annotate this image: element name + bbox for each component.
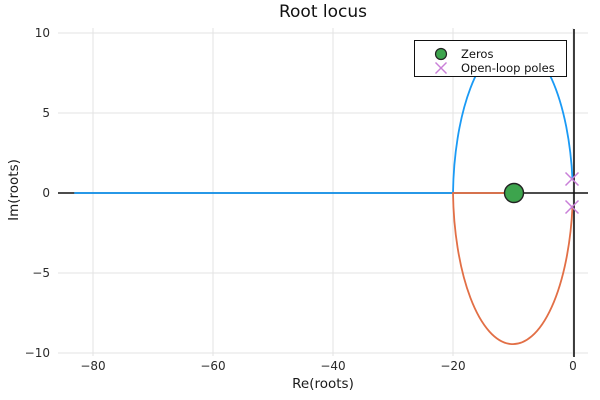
x-tick-neg20: −20 bbox=[440, 359, 466, 373]
x-axis-label: Re(roots) bbox=[292, 376, 354, 392]
y-tick-10: 10 bbox=[34, 26, 50, 40]
poles-x-icon bbox=[435, 62, 447, 74]
x-tick-neg40: −40 bbox=[320, 359, 346, 373]
y-tick-neg5: −5 bbox=[32, 266, 50, 280]
y-tick-neg10: −10 bbox=[24, 346, 50, 360]
y-tick-5: 5 bbox=[42, 106, 50, 120]
pole-markers bbox=[564, 171, 580, 215]
legend-item-zeros: Zeros bbox=[415, 47, 566, 61]
pole-marker-upper-x-icon bbox=[564, 171, 580, 187]
root-locus-branch-orange bbox=[452, 192, 574, 346]
x-tick-0: 0 bbox=[569, 359, 577, 373]
pole-marker-lower-x-icon bbox=[564, 199, 580, 215]
legend-label-poles: Open-loop poles bbox=[461, 61, 555, 75]
x-tick-neg80: −80 bbox=[80, 359, 106, 373]
zeros-circle-icon bbox=[434, 47, 448, 61]
legend-item-poles: Open-loop poles bbox=[415, 61, 566, 75]
plot-title: Root locus bbox=[278, 2, 368, 22]
grid bbox=[58, 28, 588, 356]
legend-label-zeros: Zeros bbox=[461, 47, 494, 61]
zero-marker bbox=[503, 182, 525, 204]
legend: Zeros Open-loop poles bbox=[414, 40, 567, 77]
y-tick-0: 0 bbox=[42, 186, 50, 200]
x-tick-neg60: −60 bbox=[200, 359, 226, 373]
